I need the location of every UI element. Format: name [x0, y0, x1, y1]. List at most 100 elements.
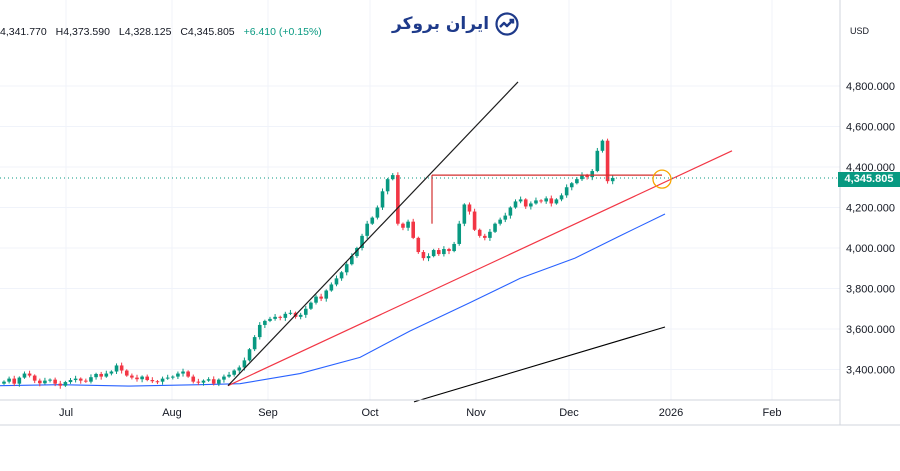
candle-body[interactable]: [303, 308, 308, 315]
candle-body[interactable]: [436, 250, 441, 255]
candle-body[interactable]: [114, 365, 119, 372]
candle-body[interactable]: [191, 376, 196, 382]
candle-body[interactable]: [283, 313, 288, 318]
candle-body[interactable]: [309, 302, 313, 309]
candle-body[interactable]: [442, 249, 446, 255]
candle-body[interactable]: [544, 198, 548, 202]
price-axis[interactable]: 3,400.000 3,600.000 3,800.000 4,000.000 4,20…: [846, 81, 895, 377]
candle-body[interactable]: [27, 373, 32, 376]
candle-body[interactable]: [201, 380, 206, 383]
candle-body[interactable]: [89, 377, 93, 382]
candle-body[interactable]: [493, 223, 497, 232]
candle-body[interactable]: [539, 200, 543, 202]
candle-body[interactable]: [130, 375, 134, 378]
time-axis[interactable]: Jul Aug Sep Oct Nov Dec 2026 Feb: [59, 407, 782, 419]
candle-body[interactable]: [252, 337, 257, 350]
candle-body[interactable]: [68, 380, 73, 383]
candle-body[interactable]: [334, 278, 339, 285]
candle-body[interactable]: [518, 199, 523, 202]
candle-body[interactable]: [288, 312, 293, 314]
candle-body[interactable]: [390, 175, 395, 180]
candle-body[interactable]: [610, 177, 615, 182]
candle-body[interactable]: [483, 235, 487, 238]
candle-body[interactable]: [150, 380, 155, 382]
candle-body[interactable]: [411, 221, 415, 238]
candle-body[interactable]: [508, 207, 513, 216]
candle-body[interactable]: [278, 316, 283, 318]
candle-body[interactable]: [416, 237, 421, 253]
candle-body[interactable]: [109, 371, 114, 374]
candle-body[interactable]: [176, 373, 180, 377]
annotations[interactable]: [0, 81, 840, 387]
candle-body[interactable]: [590, 171, 595, 178]
candle-body[interactable]: [73, 378, 78, 381]
candle-body[interactable]: [53, 379, 57, 384]
candle-body[interactable]: [17, 377, 22, 384]
candle-body[interactable]: [426, 256, 431, 259]
candle-body[interactable]: [196, 381, 201, 383]
candle-body[interactable]: [135, 377, 139, 380]
candle-body[interactable]: [513, 201, 518, 208]
candle-body[interactable]: [124, 370, 129, 376]
candle-body[interactable]: [263, 320, 267, 325]
candle-body[interactable]: [344, 264, 349, 273]
candle-body[interactable]: [314, 296, 318, 303]
candle-body[interactable]: [237, 367, 242, 371]
candle-body[interactable]: [160, 378, 165, 382]
candle-body[interactable]: [477, 229, 482, 236]
candle-body[interactable]: [554, 199, 559, 204]
candle-body[interactable]: [206, 379, 211, 381]
candle-body[interactable]: [452, 243, 456, 252]
candle-body[interactable]: [575, 179, 579, 184]
support-trendline[interactable]: [227, 150, 733, 387]
candle-body[interactable]: [370, 217, 375, 224]
candle-body[interactable]: [431, 250, 436, 257]
candle-body[interactable]: [2, 381, 6, 384]
candle-body[interactable]: [247, 349, 252, 361]
candle-body[interactable]: [324, 290, 329, 299]
candle-body[interactable]: [467, 204, 472, 212]
candle-body[interactable]: [298, 314, 303, 317]
candle-body[interactable]: [385, 179, 390, 192]
candle-body[interactable]: [380, 191, 385, 208]
candle-body[interactable]: [273, 316, 277, 319]
candle-body[interactable]: [523, 199, 528, 207]
candle-body[interactable]: [48, 379, 52, 381]
candle-body[interactable]: [22, 373, 27, 378]
candle-body[interactable]: [319, 296, 323, 299]
candle-body[interactable]: [564, 187, 569, 196]
candle-body[interactable]: [94, 373, 98, 378]
steep-trendline[interactable]: [227, 81, 519, 387]
candle-body[interactable]: [155, 381, 160, 383]
candle-body[interactable]: [447, 249, 451, 252]
candle-body[interactable]: [58, 383, 63, 386]
candle-body[interactable]: [529, 203, 533, 207]
candle-body[interactable]: [170, 376, 175, 378]
candle-body[interactable]: [534, 200, 538, 204]
candle-body[interactable]: [232, 370, 236, 375]
candle-body[interactable]: [365, 223, 369, 236]
candle-body[interactable]: [329, 284, 334, 291]
candle-body[interactable]: [140, 376, 144, 380]
candle-body[interactable]: [488, 231, 492, 238]
candle-body[interactable]: [503, 215, 508, 220]
candle-body[interactable]: [498, 219, 502, 224]
candle-body[interactable]: [355, 248, 359, 257]
candle-body[interactable]: [605, 140, 610, 182]
candle-body[interactable]: [600, 140, 605, 151]
candle-body[interactable]: [549, 198, 554, 204]
candle-body[interactable]: [360, 235, 364, 248]
candle-body[interactable]: [12, 378, 17, 384]
candle-body[interactable]: [580, 175, 584, 180]
candle-body[interactable]: [32, 375, 37, 381]
candle-body[interactable]: [145, 376, 150, 381]
candle-body[interactable]: [559, 195, 564, 200]
candle-body[interactable]: [375, 207, 380, 218]
candle-body[interactable]: [339, 272, 344, 279]
candles[interactable]: [2, 138, 615, 389]
candle-body[interactable]: [268, 318, 272, 321]
candle-body[interactable]: [457, 223, 462, 244]
candle-body[interactable]: [462, 204, 467, 224]
candle-body[interactable]: [595, 150, 600, 172]
